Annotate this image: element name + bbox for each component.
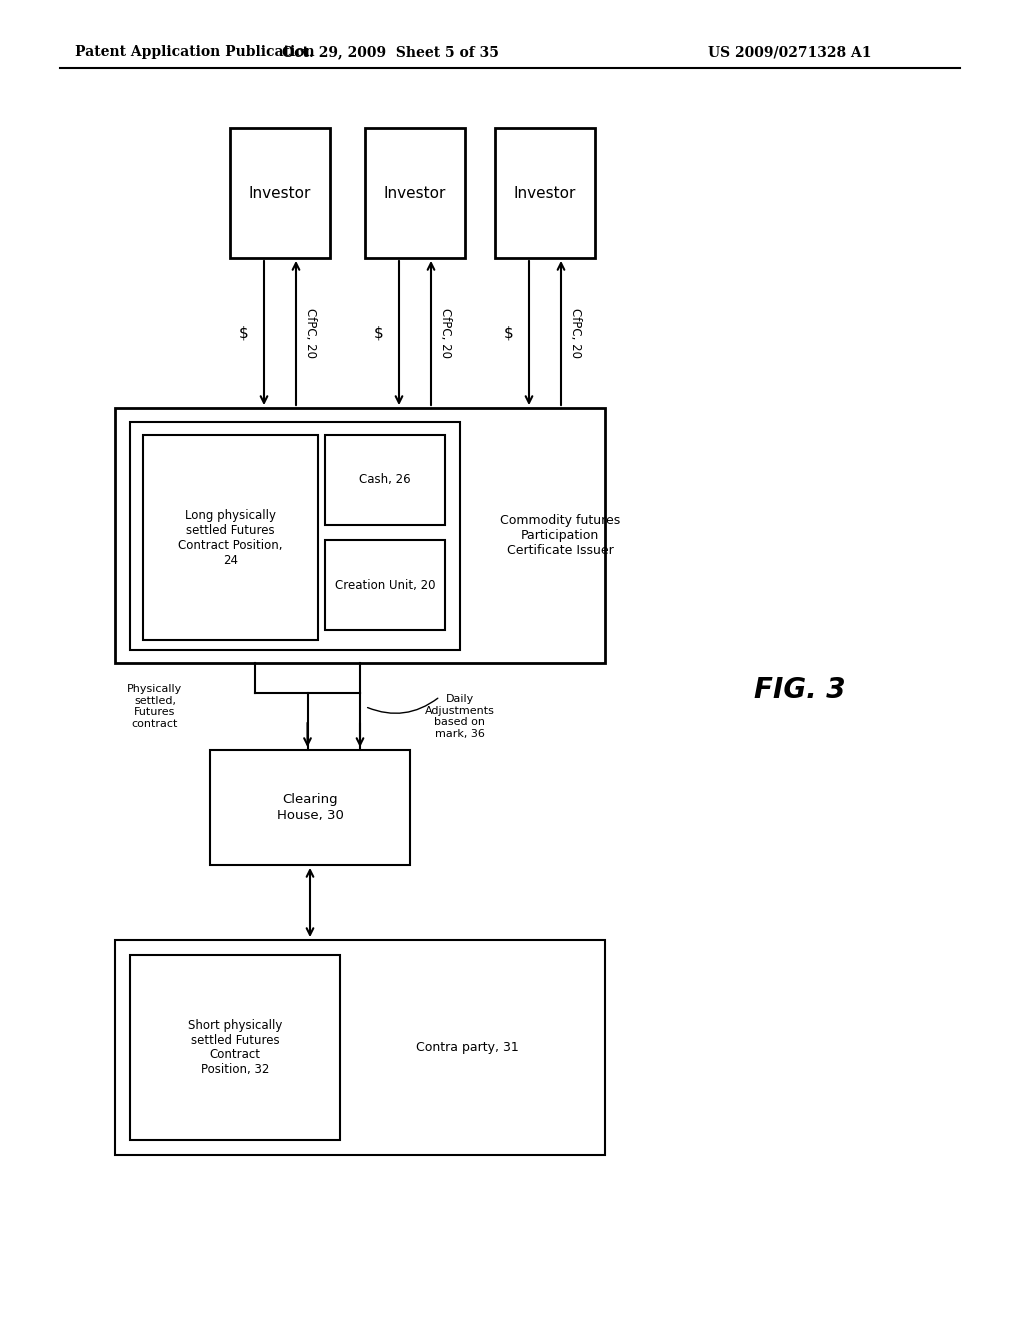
Text: Clearing
House, 30: Clearing House, 30 <box>276 793 343 821</box>
Text: Commodity futures
Participation
Certificate Issuer: Commodity futures Participation Certific… <box>500 513 621 557</box>
Text: $: $ <box>374 326 384 341</box>
Text: CfPC, 20: CfPC, 20 <box>439 308 452 358</box>
Text: $: $ <box>504 326 514 341</box>
Text: Physically
settled,
Futures
contract: Physically settled, Futures contract <box>127 684 182 729</box>
Text: Investor: Investor <box>249 186 311 201</box>
Bar <box>130 422 460 649</box>
Text: FIG. 3: FIG. 3 <box>755 676 846 704</box>
Text: Creation Unit, 20: Creation Unit, 20 <box>335 578 435 591</box>
Text: Contra party, 31: Contra party, 31 <box>417 1041 519 1053</box>
Bar <box>210 750 410 865</box>
Bar <box>143 436 318 640</box>
Bar <box>230 128 330 257</box>
Bar <box>325 540 445 630</box>
Bar <box>115 408 605 663</box>
Bar <box>365 128 465 257</box>
Bar <box>325 436 445 525</box>
Text: Investor: Investor <box>384 186 446 201</box>
Text: Investor: Investor <box>514 186 577 201</box>
Text: US 2009/0271328 A1: US 2009/0271328 A1 <box>709 45 871 59</box>
Bar <box>130 954 340 1140</box>
Bar <box>495 128 595 257</box>
Text: Short physically
settled Futures
Contract
Position, 32: Short physically settled Futures Contrac… <box>187 1019 283 1077</box>
Text: Oct. 29, 2009  Sheet 5 of 35: Oct. 29, 2009 Sheet 5 of 35 <box>282 45 499 59</box>
Text: $: $ <box>240 326 249 341</box>
Text: CfPC, 20: CfPC, 20 <box>304 308 317 358</box>
Text: Long physically
settled Futures
Contract Position,
24: Long physically settled Futures Contract… <box>178 508 283 566</box>
Bar <box>115 940 605 1155</box>
Text: CfPC, 20: CfPC, 20 <box>569 308 582 358</box>
Text: Cash, 26: Cash, 26 <box>359 474 411 487</box>
Text: Daily
Adjustments
based on
mark, 36: Daily Adjustments based on mark, 36 <box>425 694 495 739</box>
Text: Patent Application Publication: Patent Application Publication <box>75 45 314 59</box>
